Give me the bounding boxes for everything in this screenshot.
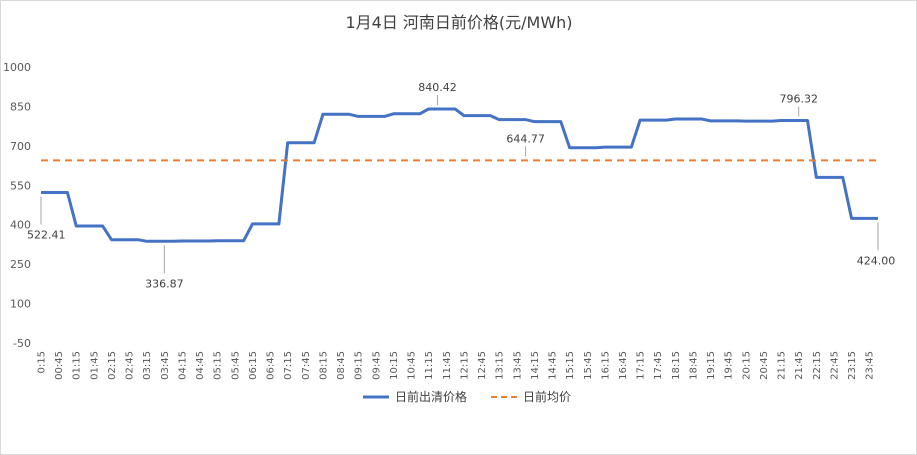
x-tick-label: 10:45	[407, 351, 418, 380]
x-tick-label: 07:15	[283, 351, 294, 380]
x-tick-label: 05:15	[213, 351, 224, 380]
x-tick-label: 01:45	[89, 351, 100, 380]
x-tick-label: 23:45	[865, 351, 876, 380]
x-tick-label: 17:45	[653, 351, 664, 380]
x-tick-label: 05:45	[230, 351, 241, 380]
x-tick-label: 09:45	[371, 351, 382, 380]
data-label: 336.87	[145, 277, 184, 290]
x-tick-label: 15:15	[565, 351, 576, 380]
x-tick-label: 11:15	[424, 351, 435, 380]
x-tick-label: 18:45	[688, 351, 699, 380]
x-tick-label: 08:15	[318, 351, 329, 380]
x-tick-label: 08:45	[336, 351, 347, 380]
x-tick-label: 11:45	[442, 351, 453, 380]
x-tick-label: 18:15	[671, 351, 682, 380]
y-tick-label: 250	[10, 258, 31, 271]
x-axis: 0:15 00:45 01:15 01:45 02:15 02:45 03:15 03:45 0…	[37, 351, 876, 380]
data-label: 522.41	[27, 229, 66, 242]
x-tick-label: 12:15	[459, 351, 470, 380]
x-tick-label: 13:45	[512, 351, 523, 380]
x-tick-label: 22:45	[829, 351, 840, 380]
data-label: 644.77	[506, 132, 545, 145]
x-tick-label: 20:45	[759, 351, 770, 380]
data-label: 796.32	[779, 93, 818, 106]
x-tick-label: 0:15	[37, 351, 48, 373]
x-tick-label: 15:45	[583, 351, 594, 380]
x-tick-label: 21:15	[777, 351, 788, 380]
x-tick-label: 14:15	[530, 351, 541, 380]
x-tick-label: 02:15	[107, 351, 118, 380]
x-tick-label: 17:15	[636, 351, 647, 380]
x-tick-label: 02:45	[125, 351, 136, 380]
y-tick-label: 850	[10, 100, 31, 113]
legend: 日前出清价格 日前均价	[363, 389, 571, 404]
annotation-layer: 522.41 336.87 840.42 644.77 796.32 424.00	[27, 81, 895, 290]
x-tick-label: 16:15	[600, 351, 611, 380]
x-tick-label: 13:15	[495, 351, 506, 380]
x-tick-label: 06:45	[266, 351, 277, 380]
chart-title: 1月4日 河南日前价格(元/MWh)	[345, 13, 572, 32]
x-tick-label: 19:15	[706, 351, 717, 380]
data-label: 424.00	[857, 254, 896, 267]
x-tick-label: 20:15	[741, 351, 752, 380]
x-tick-label: 19:45	[724, 351, 735, 380]
x-tick-label: 09:15	[354, 351, 365, 380]
x-tick-label: 04:45	[195, 351, 206, 380]
x-tick-label: 16:45	[618, 351, 629, 380]
y-tick-label: 700	[10, 140, 31, 153]
series-layer	[41, 107, 878, 243]
x-tick-label: 03:15	[142, 351, 153, 380]
legend-label: 日前均价	[523, 389, 571, 404]
data-label: 840.42	[418, 81, 457, 94]
x-tick-label: 07:45	[301, 351, 312, 380]
x-tick-label: 00:45	[54, 351, 65, 380]
x-tick-label: 14:45	[548, 351, 559, 380]
x-tick-label: 22:15	[812, 351, 823, 380]
x-tick-label: 21:45	[794, 351, 805, 380]
x-tick-label: 04:15	[177, 351, 188, 380]
x-tick-label: 10:15	[389, 351, 400, 380]
y-tick-label: 400	[10, 219, 31, 232]
x-tick-label: 06:15	[248, 351, 259, 380]
y-axis: -50 100 250 400 550 700 850 1000	[3, 61, 31, 350]
x-tick-label: 03:45	[160, 351, 171, 380]
y-tick-label: 100	[10, 298, 31, 311]
y-tick-label: 550	[10, 179, 31, 192]
y-tick-label: 1000	[3, 61, 31, 74]
legend-label: 日前出清价格	[395, 389, 467, 404]
x-tick-label: 01:15	[72, 351, 83, 380]
x-tick-label: 12:45	[477, 351, 488, 380]
x-tick-label: 23:15	[847, 351, 858, 380]
y-tick-label: -50	[13, 337, 31, 350]
price-line	[41, 107, 878, 243]
